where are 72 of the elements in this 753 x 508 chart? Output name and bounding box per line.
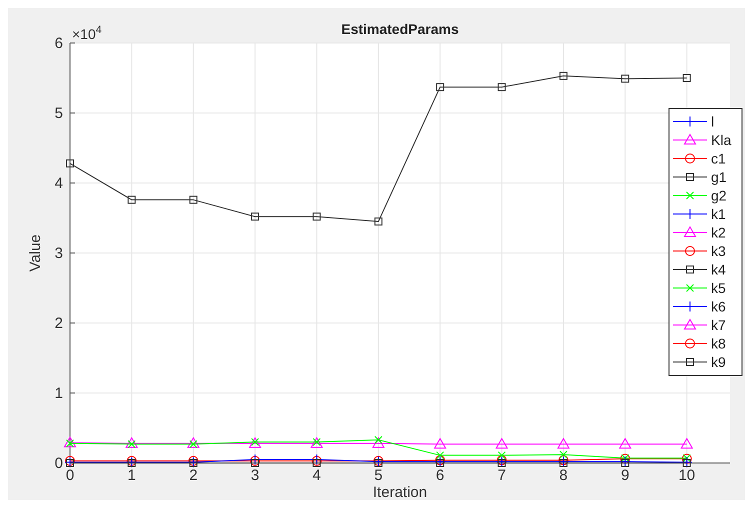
point [372,437,384,448]
point [557,438,570,449]
legend-label: g2 [711,188,727,204]
point [436,451,444,460]
point [434,438,446,449]
legend-label: k6 [711,298,726,314]
point [620,456,631,468]
point [187,437,200,448]
text: ×10$^{4}$ [72,24,102,42]
legend-label: k9 [711,354,726,370]
point [312,459,321,467]
y-tick-label: 2 [54,315,63,332]
y-tick-label: 4 [54,175,63,192]
point [312,212,321,221]
point [619,438,632,449]
point [189,196,198,204]
y-axis-title: Value [27,234,44,272]
x-axis-title: Iteration [372,484,428,501]
point [128,196,136,204]
point [682,74,691,82]
x-tick-label: 7 [498,467,506,484]
point [374,218,382,226]
y-tick-label: 0 [54,455,63,472]
legend-label: k5 [711,280,726,296]
point [128,459,136,467]
point [681,456,692,468]
point [436,459,444,467]
point [126,437,138,448]
legend-label: Kla [711,132,732,148]
point [189,459,198,467]
legend-label: l [711,114,714,130]
point [66,459,74,467]
x-tick-label: 3 [250,467,260,484]
legend-label: c1 [711,150,726,166]
legend-label: k4 [711,262,726,278]
x-tick-label: 9 [620,467,630,484]
legend-label: g1 [711,169,727,185]
y-tick-label: 6 [54,35,63,52]
legend-label: k2 [711,224,726,240]
point [496,438,508,449]
point [682,459,691,467]
x-tick-label: 5 [374,467,383,484]
y-tick-label: 5 [54,105,63,122]
legend-label: k3 [711,243,726,259]
point [251,459,260,467]
legend-label: k1 [711,206,726,222]
x-tick-label: 8 [559,467,568,484]
chart-title: EstimatedParams [341,21,459,37]
point [559,72,568,80]
point [498,451,506,460]
point [436,83,444,92]
x-tick-label: 0 [66,467,74,484]
point [498,83,506,92]
x-tick-label: 10 [678,467,696,484]
point [64,436,76,448]
x-tick-label: 6 [436,467,444,484]
point [498,459,506,467]
y-tick-label: 1 [54,385,63,402]
legend-label: k8 [711,336,726,352]
point [374,459,382,467]
point [621,74,630,83]
x-tick-label: 1 [128,467,136,484]
x-tick-label: 4 [312,467,321,484]
point [251,212,260,221]
legend-label: k7 [711,317,726,333]
point [559,459,568,467]
point [66,159,74,168]
y-tick-label: 3 [54,245,63,262]
point [680,438,693,449]
point [621,459,630,467]
x-tick-label: 2 [189,467,198,484]
point [559,450,568,459]
